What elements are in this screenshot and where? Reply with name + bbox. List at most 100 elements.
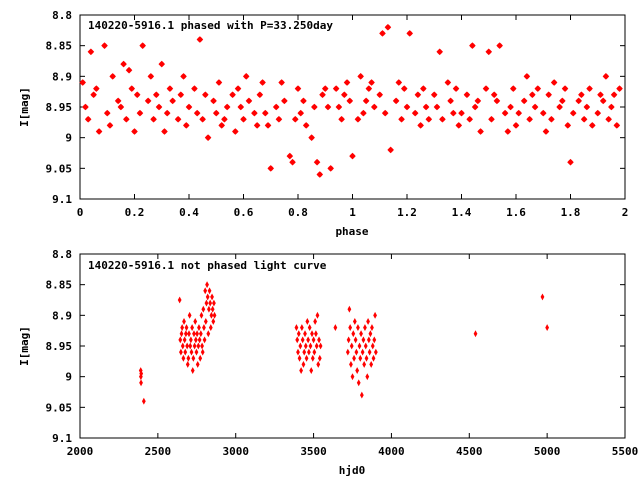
data-point [392, 97, 400, 105]
data-point [193, 318, 198, 325]
data-point [567, 158, 574, 166]
data-point [447, 97, 454, 105]
data-point [200, 342, 204, 350]
data-point [183, 122, 190, 129]
data-point [311, 336, 316, 344]
data-point [575, 97, 582, 105]
phased-x-tick-label: 1 [349, 206, 356, 219]
data-point [455, 122, 463, 129]
data-point [473, 330, 478, 338]
data-point [281, 97, 288, 105]
data-point [477, 128, 484, 135]
data-point [356, 379, 361, 387]
data-point [307, 324, 312, 332]
data-point [384, 24, 392, 31]
data-point [180, 342, 185, 350]
data-point [371, 354, 376, 362]
data-point [256, 91, 264, 98]
data-point [307, 348, 311, 356]
data-point [474, 97, 482, 105]
phased-y-tick-label: 9 [65, 132, 72, 145]
data-point [82, 103, 89, 111]
data-point [192, 342, 197, 350]
data-point [433, 103, 441, 111]
data-point [436, 48, 443, 56]
data-point [313, 158, 321, 166]
data-point [272, 103, 280, 111]
data-point [188, 342, 193, 350]
data-point [297, 354, 302, 362]
data-point [348, 324, 353, 332]
data-point [569, 109, 577, 117]
data-point [354, 348, 359, 356]
data-point [84, 116, 92, 123]
data-point [616, 85, 623, 92]
data-point [240, 116, 247, 123]
data-point [185, 360, 190, 368]
data-point [354, 116, 362, 123]
data-point [471, 103, 479, 111]
data-point [182, 318, 186, 325]
data-point [305, 318, 310, 325]
data-point [539, 109, 547, 117]
data-point [371, 103, 378, 111]
data-point [545, 324, 550, 332]
data-point [482, 85, 490, 92]
data-point [153, 91, 160, 98]
data-point [278, 79, 285, 86]
data-point [463, 91, 471, 98]
data-point [264, 122, 272, 129]
data-point [191, 85, 198, 92]
data-point [187, 330, 191, 338]
data-point [193, 109, 201, 117]
data-point [597, 91, 604, 98]
data-point [87, 48, 95, 56]
data-point [208, 324, 213, 332]
data-point [605, 116, 612, 123]
data-point [321, 85, 329, 92]
data-point [411, 109, 419, 117]
data-point [450, 109, 457, 117]
unphased-ticks: 2000 2500 3000 3500 4000 4500 5000 5500 8.8 8.85 8… [46, 248, 639, 458]
data-point [179, 348, 183, 356]
data-point [381, 109, 389, 117]
data-point [109, 73, 116, 80]
data-point [594, 109, 602, 117]
phased-points [79, 24, 623, 178]
phased-y-tick-label: 9.05 [46, 162, 73, 175]
data-point [209, 311, 214, 319]
data-point [198, 354, 203, 362]
phased-x-tick-label: 0.2 [125, 206, 145, 219]
data-point [114, 97, 122, 105]
data-point [289, 158, 296, 166]
data-point [401, 85, 408, 92]
data-point [206, 330, 211, 338]
unphased-x-tick-label: 3000 [222, 445, 249, 458]
data-point [312, 348, 317, 356]
data-point [300, 97, 307, 105]
data-point [136, 109, 144, 117]
data-point [608, 103, 615, 111]
data-point [202, 324, 206, 332]
data-point [294, 85, 302, 92]
phased-x-tick-label: 0 [77, 206, 84, 219]
data-point [466, 116, 473, 123]
data-point [366, 318, 370, 325]
data-point [163, 109, 171, 117]
data-point [259, 79, 266, 86]
phased-chart-title: 140220-5916.1 phased with P=33.250day [88, 19, 333, 32]
data-point [302, 348, 307, 356]
data-point [174, 116, 182, 123]
unphased-y-tick-label: 9.1 [52, 432, 72, 445]
phased-y-tick-label: 8.85 [46, 40, 73, 53]
data-point [346, 336, 351, 344]
data-point [444, 79, 452, 86]
data-point [177, 296, 182, 304]
data-point [356, 324, 360, 332]
data-point [195, 360, 200, 368]
data-point [296, 348, 300, 356]
data-point [362, 360, 367, 368]
data-point [373, 311, 377, 319]
data-point [318, 342, 323, 350]
